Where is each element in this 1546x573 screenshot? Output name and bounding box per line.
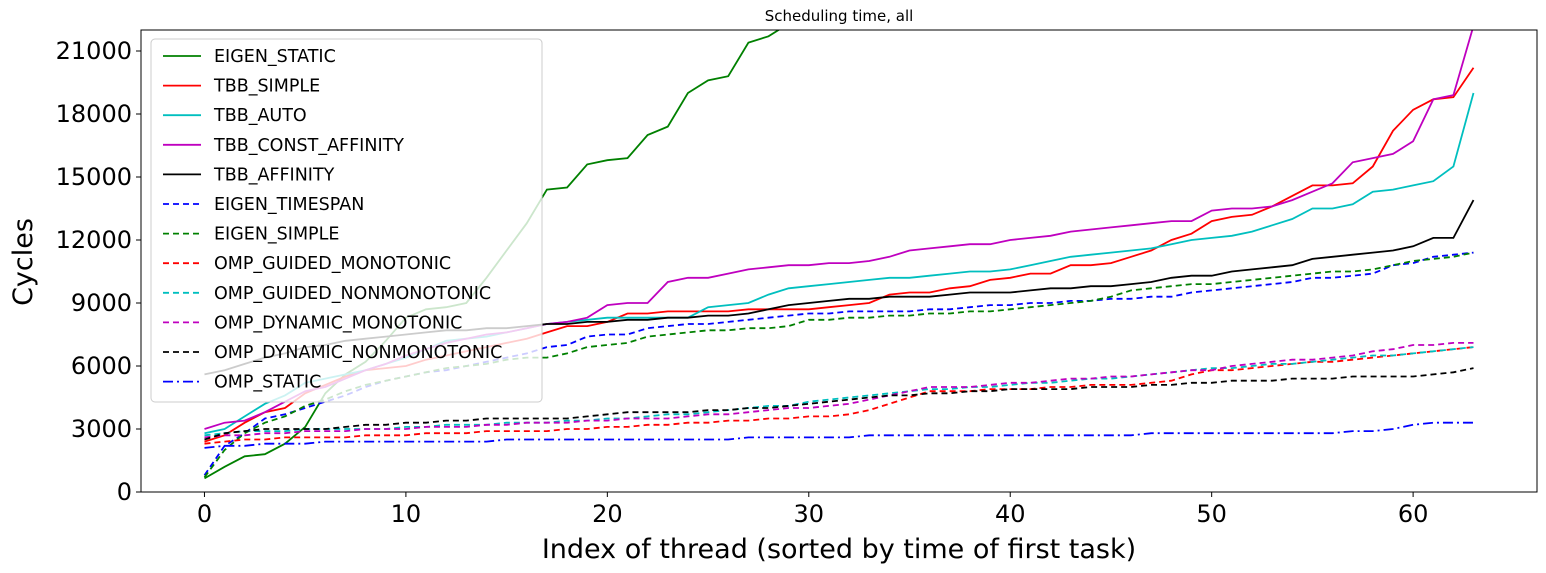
legend-label: OMP_GUIDED_NONMONOTONIC <box>214 284 491 304</box>
y-tick-label: 0 <box>117 478 132 506</box>
legend-label: TBB_AFFINITY <box>213 165 335 185</box>
y-tick-label: 15000 <box>56 163 132 191</box>
legend-label: EIGEN_SIMPLE <box>214 225 339 245</box>
chart-title: Scheduling time, all <box>765 7 914 25</box>
series-line-omp-guided-nonmonotonic <box>204 346 1474 437</box>
legend-label: OMP_DYNAMIC_MONOTONIC <box>214 313 462 333</box>
legend-label: OMP_GUIDED_MONOTONIC <box>214 254 451 274</box>
y-axis: 0 3000 6000 9000 12000 15000 18000 21000 <box>56 37 141 506</box>
plot-frame <box>140 29 1538 493</box>
series-line-omp-dynamic-monotonic <box>204 341 1474 439</box>
legend-label: TBB_SIMPLE <box>213 77 320 97</box>
x-tick-label: 50 <box>1196 500 1227 528</box>
legend-label: OMP_DYNAMIC_NONMONOTONIC <box>214 343 502 363</box>
y-tick-label: 12000 <box>56 226 132 254</box>
x-axis-label: Index of thread (sorted by time of first… <box>542 534 1136 565</box>
legend-label: EIGEN_STATIC <box>214 47 336 67</box>
y-tick-label: 21000 <box>56 37 132 65</box>
x-tick-label: 20 <box>592 500 623 528</box>
series-line-omp-guided-monotonic <box>204 346 1474 445</box>
x-tick-label: 10 <box>391 500 422 528</box>
legend-label: TBB_CONST_AFFINITY <box>213 136 404 156</box>
x-tick-label: 30 <box>794 500 825 528</box>
y-tick-label: 9000 <box>71 289 132 317</box>
legend-box <box>150 38 543 403</box>
y-tick-label: 3000 <box>71 415 132 443</box>
x-axis: 0 10 20 30 40 50 60 <box>197 492 1429 528</box>
x-tick-label: 40 <box>995 500 1026 528</box>
y-axis-label: Cycles <box>8 218 39 306</box>
series-line-omp-static <box>204 421 1474 449</box>
legend-label: OMP_STATIC <box>214 373 321 393</box>
series-line-omp-dynamic-nonmonotonic <box>204 367 1474 441</box>
legend-label: EIGEN_TIMESPAN <box>214 195 364 215</box>
legend-label: TBB_AUTO <box>213 106 307 126</box>
legend: EIGEN_STATIC TBB_SIMPLE TBB_AUTO TBB_CONST_… <box>150 38 543 403</box>
y-tick-label: 6000 <box>71 352 132 380</box>
x-tick-label: 60 <box>1398 500 1429 528</box>
x-tick-label: 0 <box>197 500 212 528</box>
y-tick-label: 18000 <box>56 100 132 128</box>
